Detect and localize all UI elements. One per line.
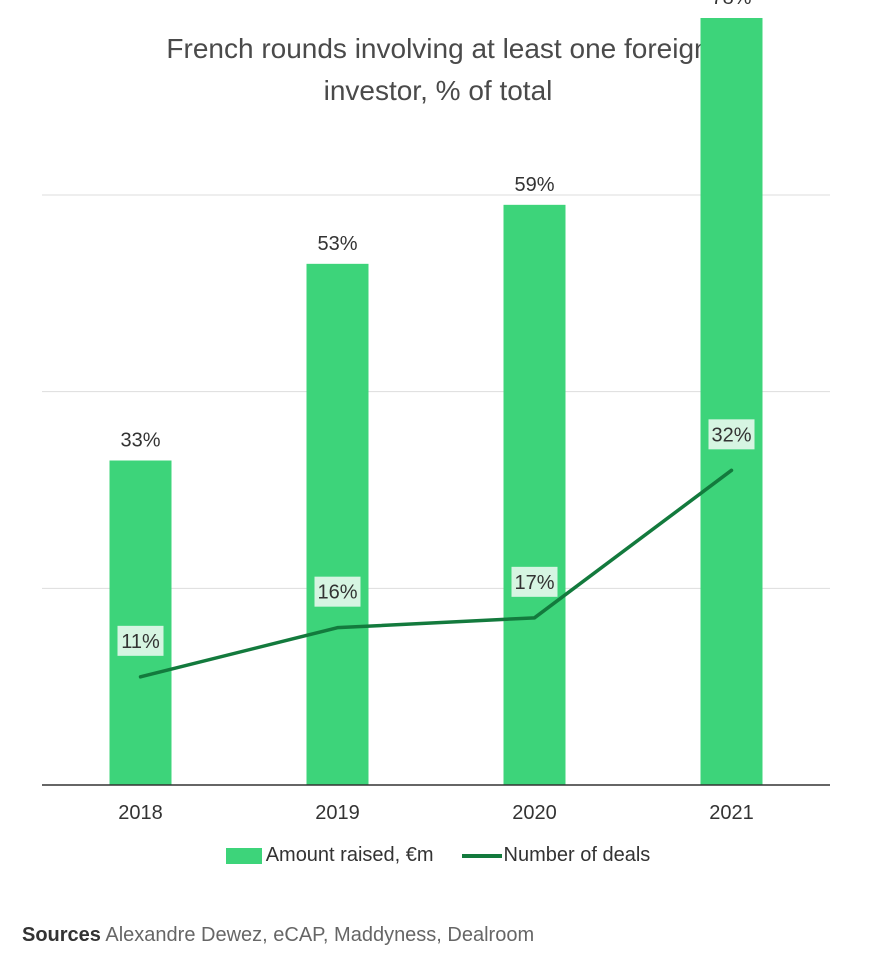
line-point [533,616,536,620]
line-series-path [138,468,734,679]
bar [700,18,763,785]
legend-bar-swatch [225,847,262,864]
chart-title-line-2: investor, % of total [323,75,553,106]
legend-line-label: Number of deals [503,844,651,866]
x-tick-label: 2018 [118,802,163,824]
line-label-background [511,566,558,597]
line-value-label: 11% [121,631,160,653]
legend-item-line: Number of deals [461,844,651,867]
chart-legend: Amount raised, €m Number of deals [0,844,876,867]
line-point [730,468,733,472]
sources-text: Alexandre Dewez, eCAP, Maddyness, Dealro… [105,924,535,946]
bar-value-label: 53% [317,233,357,255]
sources-note: Sources Alexandre Dewez, eCAP, Maddyness… [22,924,534,947]
legend-bar-label: Amount raised, €m [265,844,434,866]
x-tick-label: 2019 [315,802,360,824]
bar-value-label: 33% [120,430,160,452]
line-value-label: 16% [317,582,357,604]
bar [109,460,172,785]
line-label-background [117,625,164,656]
bar [306,263,369,785]
chart-title: French rounds involving at least one for… [0,28,876,112]
line-label-background [314,576,361,607]
chart-title-line-1: French rounds involving at least one for… [166,33,710,64]
line-value-label: 32% [711,424,751,446]
legend-item-bars: Amount raised, €m [225,844,434,867]
x-tick-label: 2021 [709,802,754,824]
legend-line-swatch [461,853,502,858]
line-label-background [708,419,755,450]
line-value-label: 17% [514,572,554,594]
bar-value-label: 78% [711,0,751,9]
line-point [139,675,142,679]
bar-value-label: 59% [514,174,554,196]
line-point [336,626,339,630]
sources-label: Sources [22,924,101,946]
bar [503,204,566,786]
x-tick-label: 2020 [512,802,557,824]
